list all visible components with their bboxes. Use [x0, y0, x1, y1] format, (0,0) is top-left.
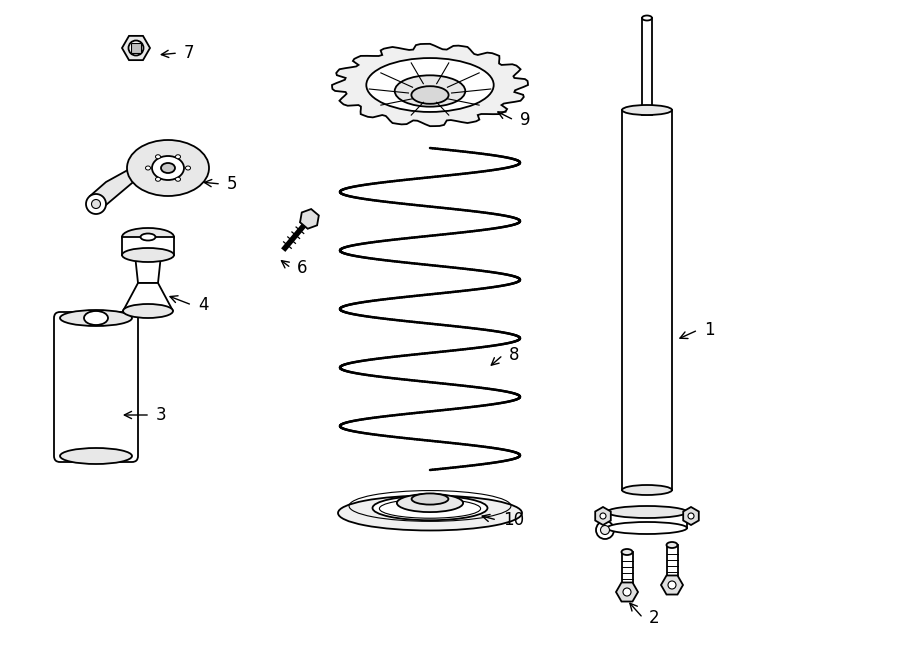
Ellipse shape	[185, 166, 191, 170]
Ellipse shape	[60, 448, 132, 464]
Ellipse shape	[622, 105, 672, 115]
Text: 2: 2	[649, 609, 660, 627]
Text: 6: 6	[297, 259, 308, 277]
Ellipse shape	[132, 44, 140, 52]
Ellipse shape	[668, 581, 676, 589]
Bar	[607, 512, 687, 528]
Polygon shape	[123, 283, 173, 311]
Ellipse shape	[122, 248, 174, 262]
Ellipse shape	[140, 233, 156, 241]
Ellipse shape	[667, 542, 678, 548]
Ellipse shape	[84, 311, 108, 325]
Ellipse shape	[123, 304, 173, 318]
Ellipse shape	[129, 40, 143, 56]
Text: 1: 1	[704, 321, 715, 339]
Ellipse shape	[623, 588, 631, 596]
Ellipse shape	[60, 310, 132, 326]
Ellipse shape	[338, 496, 522, 531]
Ellipse shape	[122, 228, 174, 246]
Bar	[131, 43, 141, 53]
Ellipse shape	[600, 525, 609, 535]
Ellipse shape	[642, 15, 652, 20]
Ellipse shape	[596, 521, 614, 539]
Ellipse shape	[92, 200, 101, 208]
Ellipse shape	[156, 177, 160, 181]
Ellipse shape	[156, 155, 160, 159]
Ellipse shape	[397, 494, 464, 512]
Ellipse shape	[161, 163, 175, 173]
Text: 10: 10	[503, 511, 524, 529]
Ellipse shape	[366, 58, 494, 112]
Text: 3: 3	[156, 406, 166, 424]
FancyBboxPatch shape	[54, 312, 138, 462]
Polygon shape	[135, 255, 161, 283]
Polygon shape	[90, 160, 146, 210]
Ellipse shape	[127, 140, 209, 196]
Ellipse shape	[607, 506, 687, 518]
Ellipse shape	[176, 155, 181, 159]
Ellipse shape	[622, 549, 633, 555]
Ellipse shape	[373, 496, 488, 520]
Bar	[642, 18, 652, 115]
Polygon shape	[332, 44, 528, 126]
Text: 7: 7	[184, 44, 194, 62]
Bar	[622, 110, 672, 490]
Ellipse shape	[395, 75, 465, 106]
Bar	[622, 552, 633, 590]
Ellipse shape	[688, 513, 694, 519]
Ellipse shape	[176, 177, 181, 181]
Bar	[122, 237, 174, 255]
Ellipse shape	[600, 513, 606, 519]
Ellipse shape	[411, 493, 448, 504]
Ellipse shape	[411, 86, 448, 104]
Text: 8: 8	[509, 346, 519, 364]
Text: 4: 4	[198, 296, 209, 314]
Text: 9: 9	[520, 111, 530, 129]
Ellipse shape	[622, 485, 672, 495]
Ellipse shape	[146, 166, 150, 170]
Text: 5: 5	[227, 175, 238, 193]
Ellipse shape	[152, 156, 184, 180]
Bar	[667, 545, 678, 583]
Ellipse shape	[86, 194, 106, 214]
Ellipse shape	[607, 522, 687, 534]
